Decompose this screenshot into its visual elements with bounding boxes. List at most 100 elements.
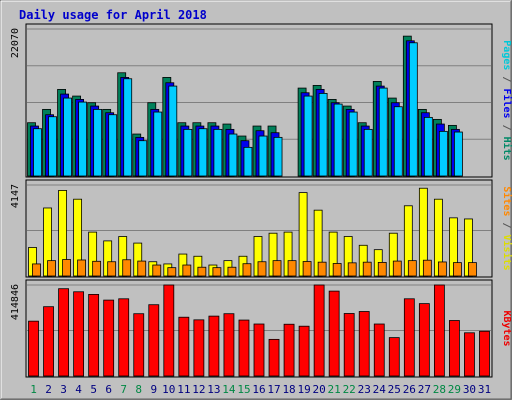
bar-sites-day-24 xyxy=(377,261,387,277)
x-tick-label: 3 xyxy=(60,383,67,396)
bar-sites-day-7 xyxy=(122,259,132,277)
bar-sites-day-4 xyxy=(77,259,87,277)
bar-pages-day-22 xyxy=(348,111,358,177)
bar-kbytes-day-8 xyxy=(133,313,145,377)
bar-pages-day-7 xyxy=(123,78,133,177)
x-tick-label: 31 xyxy=(478,383,491,396)
bar-sites-day-17 xyxy=(272,260,282,277)
bar-sites-day-21 xyxy=(332,263,342,277)
bar-pages-day-29 xyxy=(454,131,463,177)
bar-kbytes-day-6 xyxy=(103,299,115,377)
bar-pages-day-2 xyxy=(48,116,57,177)
bar-kbytes-day-22 xyxy=(343,313,355,377)
bar-pages-day-27 xyxy=(423,116,433,177)
bar-kbytes-day-17 xyxy=(268,338,280,377)
panel-kbytes: 414846 KBytes xyxy=(10,279,512,378)
bar-kbytes-day-1 xyxy=(28,320,39,377)
bar-pages-day-26 xyxy=(408,42,418,177)
bar-sites-day-2 xyxy=(47,260,56,277)
bar-pages-day-3 xyxy=(63,97,72,177)
y-max-label: 22070 xyxy=(10,28,21,58)
x-tick-label: 20 xyxy=(313,383,326,396)
bar-pages-day-12 xyxy=(198,128,208,177)
bar-pages-day-25 xyxy=(393,106,403,177)
bar-kbytes-day-10 xyxy=(163,284,175,377)
x-tick-label: 26 xyxy=(403,383,416,396)
bar-kbytes-day-28 xyxy=(433,284,445,377)
bar-pages-day-20 xyxy=(318,93,328,177)
x-tick-label: 18 xyxy=(282,383,295,396)
bar-kbytes-day-21 xyxy=(328,290,340,377)
bar-sites-day-29 xyxy=(453,262,462,277)
bar-sites-day-19 xyxy=(302,261,312,277)
bar-pages-day-16 xyxy=(258,135,268,177)
bar-pages-day-17 xyxy=(273,136,283,177)
bar-kbytes-day-23 xyxy=(358,311,370,377)
x-tick-label: 10 xyxy=(162,383,175,396)
bar-kbytes-day-27 xyxy=(418,303,430,377)
bar-pages-day-21 xyxy=(333,103,343,177)
bar-kbytes-day-2 xyxy=(43,306,54,377)
x-tick-label: 29 xyxy=(448,383,461,396)
y-max-label: 414846 xyxy=(10,284,21,320)
bar-sites-day-26 xyxy=(407,260,417,277)
bar-kbytes-day-5 xyxy=(88,293,100,377)
bar-sites-day-27 xyxy=(422,259,432,277)
bar-sites-day-3 xyxy=(62,259,71,277)
bar-sites-day-12 xyxy=(197,266,207,277)
bar-kbytes-day-19 xyxy=(298,325,310,377)
bar-pages-day-13 xyxy=(213,128,223,177)
x-tick-label: 11 xyxy=(177,383,190,396)
x-tick-label: 17 xyxy=(267,383,280,396)
bar-pages-day-6 xyxy=(108,114,118,177)
bar-kbytes-day-29 xyxy=(449,320,460,377)
bar-sites-day-5 xyxy=(92,260,102,277)
x-tick-label: 16 xyxy=(252,383,265,396)
bar-sites-day-14 xyxy=(227,266,237,277)
legend-entry: / xyxy=(501,119,512,137)
legend-entry: Files xyxy=(501,88,512,118)
bar-sites-day-9 xyxy=(152,264,162,277)
x-tick-label: 21 xyxy=(328,383,341,396)
bar-kbytes-day-24 xyxy=(373,323,385,377)
bar-pages-day-14 xyxy=(228,133,238,177)
legend-entry: Sites xyxy=(501,186,512,216)
x-tick-label: 24 xyxy=(373,383,387,396)
bar-sites-day-25 xyxy=(392,260,402,277)
legend-entry: Pages xyxy=(501,40,512,70)
legend-entry: Visits xyxy=(501,235,512,271)
legend-entry: / xyxy=(501,216,512,234)
y-max-label: 4147 xyxy=(10,184,21,208)
bar-kbytes-day-31 xyxy=(479,330,490,377)
x-tick-label: 28 xyxy=(433,383,446,396)
bar-pages-day-15 xyxy=(243,146,253,177)
bar-kbytes-day-20 xyxy=(313,284,325,377)
x-tick-label: 23 xyxy=(358,383,371,396)
bar-pages-day-4 xyxy=(78,101,88,177)
bar-pages-day-23 xyxy=(363,128,373,177)
bar-kbytes-day-15 xyxy=(238,319,250,377)
bar-sites-day-16 xyxy=(257,261,267,277)
bar-sites-day-6 xyxy=(107,261,117,277)
bar-pages-day-8 xyxy=(138,140,148,177)
chart-title: Daily usage for April 2018 xyxy=(19,8,207,22)
legend-hits: Pages / Files / Hits xyxy=(501,40,512,160)
bar-pages-day-19 xyxy=(303,95,313,177)
bar-kbytes-day-11 xyxy=(178,316,190,377)
bar-kbytes-day-4 xyxy=(73,291,85,377)
bar-kbytes-day-30 xyxy=(464,332,475,377)
x-tick-label: 19 xyxy=(297,383,310,396)
bar-kbytes-day-26 xyxy=(403,298,415,377)
bar-sites-day-8 xyxy=(137,260,147,277)
legend-entry: KBytes xyxy=(501,310,512,346)
x-tick-label: 27 xyxy=(418,383,431,396)
bar-pages-day-11 xyxy=(183,128,193,177)
x-tick-label: 6 xyxy=(105,383,112,396)
bar-sites-day-13 xyxy=(212,267,222,277)
legend-visits: Sites / Visits xyxy=(501,186,512,270)
bar-sites-day-15 xyxy=(242,263,252,277)
legend-entry: Hits xyxy=(501,137,512,161)
x-tick-label: 7 xyxy=(120,383,127,396)
bar-kbytes-day-16 xyxy=(253,323,265,377)
